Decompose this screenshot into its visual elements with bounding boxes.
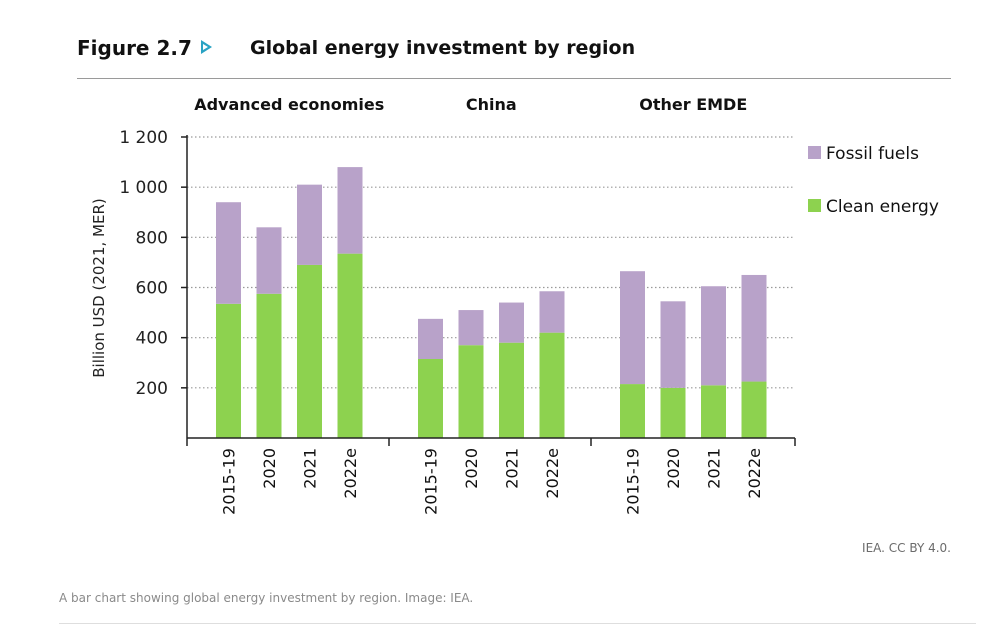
bar-fossil-fuels: [660, 301, 686, 388]
legend-label-clean: Clean energy: [826, 197, 939, 217]
bar-fossil-fuels: [256, 227, 282, 294]
x-tick-label: 2022e: [745, 448, 764, 499]
bar-clean-energy: [297, 264, 322, 438]
y-tick-label: 200: [136, 379, 168, 399]
figure-credit: IEA. CC BY 4.0.: [862, 541, 951, 555]
bar-fossil-fuels: [620, 271, 645, 385]
bar-fossil-fuels: [499, 302, 524, 343]
y-tick-label: 1 200: [119, 128, 168, 148]
x-tick-label: 2015-19: [624, 448, 643, 515]
bar-fossil-fuels: [458, 310, 484, 346]
bar-clean-energy: [701, 385, 726, 438]
bar-fossil-fuels: [297, 184, 322, 265]
x-tick-label: 2020: [260, 448, 279, 489]
x-tick-label: 2020: [462, 448, 481, 489]
play-arrow-icon: [201, 40, 212, 54]
bar-clean-energy: [499, 342, 524, 438]
bar-clean-energy: [620, 384, 645, 438]
bar-clean-energy: [539, 332, 565, 438]
bar-fossil-fuels: [539, 291, 565, 333]
x-tick-label: 2021: [705, 448, 724, 489]
x-tick-label: 2022e: [543, 448, 562, 499]
bar-clean-energy: [418, 358, 443, 438]
group-label: China: [466, 95, 517, 114]
group-label: Other EMDE: [639, 95, 747, 114]
bar-clean-energy: [741, 381, 767, 438]
y-tick-label: 600: [136, 279, 168, 299]
x-tick-label: 2021: [503, 448, 522, 489]
group-label: Advanced economies: [194, 95, 384, 114]
image-caption: A bar chart showing global energy invest…: [59, 591, 474, 605]
figure-title: Global energy investment by region: [250, 37, 636, 59]
y-axis-label: Billion USD (2021, MER): [90, 198, 108, 378]
y-tick-label: 1 000: [119, 178, 168, 198]
legend-label-fossil: Fossil fuels: [826, 144, 919, 164]
bar-fossil-fuels: [418, 318, 443, 359]
x-tick-label: 2021: [301, 448, 320, 489]
y-tick-label: 400: [136, 329, 168, 349]
caption-divider: [59, 623, 976, 624]
bar-fossil-fuels: [701, 286, 726, 386]
bar-fossil-fuels: [216, 202, 241, 304]
bar-fossil-fuels: [337, 167, 363, 254]
bar-clean-energy: [216, 303, 241, 438]
x-tick-label: 2022e: [341, 448, 360, 499]
y-tick-label: 800: [136, 228, 168, 248]
bar-clean-energy: [256, 293, 282, 438]
bar-clean-energy: [660, 387, 686, 438]
bar-clean-energy: [337, 253, 363, 438]
x-tick-label: 2015-19: [422, 448, 441, 515]
figure-header: Figure 2.7 Global energy investment by r…: [77, 34, 951, 79]
figure-number: Figure 2.7: [77, 36, 192, 60]
legend-swatch-clean: [808, 199, 821, 212]
bar-fossil-fuels: [741, 274, 767, 382]
legend-swatch-fossil: [808, 146, 821, 159]
bar-clean-energy: [458, 345, 484, 438]
x-tick-label: 2020: [664, 448, 683, 489]
x-tick-label: 2015-19: [220, 448, 239, 515]
